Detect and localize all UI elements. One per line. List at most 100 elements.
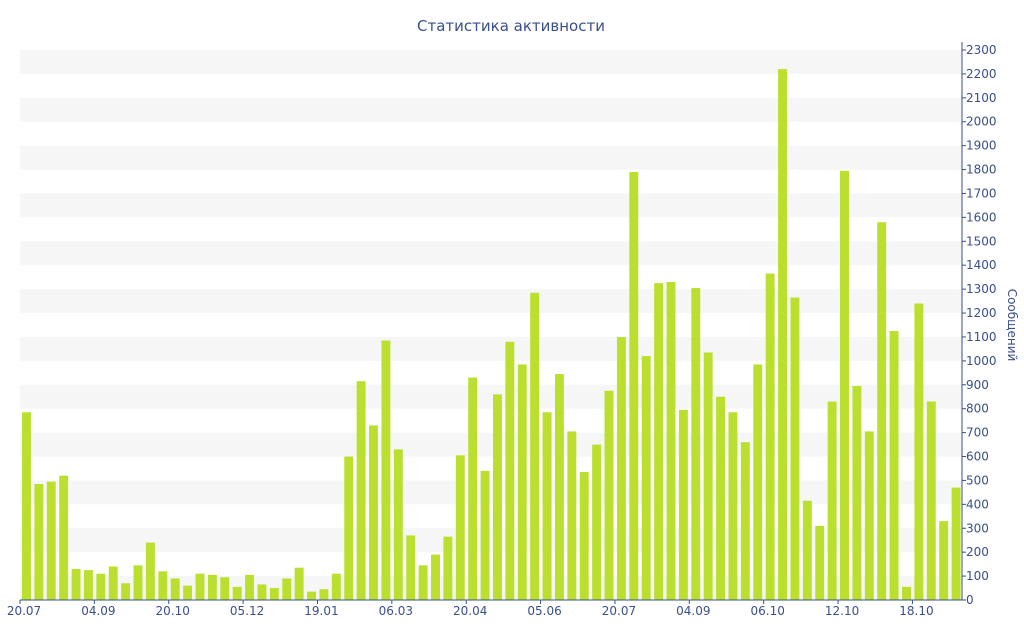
y-tick-label: 2100 (966, 91, 997, 105)
bar (232, 586, 242, 600)
bar (926, 401, 936, 600)
bar (269, 588, 279, 600)
bar (257, 584, 267, 600)
grid-bands (20, 50, 962, 600)
x-tick-label: 20.04 (453, 604, 487, 618)
x-tick-label: 06.10 (751, 604, 785, 618)
x-axis-ticks: 20.07 04.09 20.10 05.12 19.01 06.03 20.04 05.06… (7, 600, 934, 618)
x-tick-label: 05.06 (527, 604, 561, 618)
bar (629, 171, 639, 600)
bar (381, 340, 391, 600)
bar (121, 583, 131, 600)
bar (369, 425, 378, 600)
y-tick-label: 2300 (966, 43, 997, 57)
bar (59, 475, 69, 600)
y-tick-label: 1800 (966, 163, 997, 177)
y-tick-label: 1300 (966, 282, 997, 296)
bar (827, 401, 837, 600)
y-tick-label: 900 (966, 378, 989, 392)
bar (195, 573, 205, 600)
bar (282, 578, 292, 600)
bar (468, 377, 478, 600)
grid-band (20, 480, 962, 505)
bar (554, 374, 564, 600)
y-tick-label: 1700 (966, 186, 997, 200)
bar (914, 303, 924, 600)
bar (319, 589, 329, 600)
bar (840, 170, 849, 600)
bar (158, 571, 168, 600)
bar (83, 570, 93, 600)
bar (493, 394, 502, 600)
bar (716, 396, 726, 600)
y-tick-label: 1900 (966, 139, 997, 153)
y-tick-label: 500 (966, 473, 989, 487)
bar (22, 412, 31, 600)
bar (815, 525, 825, 600)
bar (356, 381, 366, 600)
bars (22, 69, 961, 601)
x-tick-label: 20.10 (156, 604, 190, 618)
bar (443, 536, 453, 600)
bar (294, 567, 304, 600)
bar (616, 336, 626, 600)
y-tick-label: 0 (966, 593, 974, 607)
bar (666, 281, 676, 600)
bar (542, 412, 552, 600)
grid-band (20, 432, 962, 457)
grid-band (20, 528, 962, 553)
chart-title: Статистика активности (417, 17, 605, 35)
x-tick-label: 05.12 (230, 604, 264, 618)
bar (654, 283, 664, 600)
y-tick-label: 400 (966, 497, 989, 511)
y-tick-label: 1400 (966, 258, 997, 272)
bar (170, 578, 180, 600)
bar (939, 521, 949, 600)
bar (393, 449, 403, 600)
bar (34, 484, 44, 600)
x-tick-label: 12.10 (825, 604, 859, 618)
bar (740, 442, 750, 600)
bar (951, 487, 961, 600)
bar (331, 573, 341, 600)
bar (889, 330, 899, 600)
bar (703, 352, 713, 600)
bar (765, 273, 775, 600)
x-tick-label: 18.10 (899, 604, 933, 618)
bar (902, 586, 911, 600)
bar (46, 481, 56, 600)
y-axis-ticks: 0 100 200 300 400 500 600 700 800 900 1000 1100 1200… (962, 43, 997, 607)
bar (96, 573, 106, 600)
y-tick-label: 200 (966, 545, 989, 559)
bar (592, 444, 602, 600)
bar (877, 222, 887, 601)
bar (431, 554, 440, 600)
y-tick-label: 100 (966, 569, 989, 583)
y-tick-label: 1100 (966, 330, 997, 344)
bar (530, 292, 540, 600)
y-tick-label: 700 (966, 426, 989, 440)
x-tick-label: 20.07 (7, 604, 41, 618)
bar (220, 577, 230, 600)
grid-band (20, 50, 962, 74)
bar (778, 69, 787, 600)
bar (864, 431, 874, 600)
y-tick-label: 1600 (966, 210, 997, 224)
x-tick-label: 04.09 (676, 604, 710, 618)
x-tick-label: 06.03 (379, 604, 413, 618)
bar (245, 574, 255, 600)
bar (71, 568, 81, 600)
y-tick-label: 1200 (966, 306, 997, 320)
y-tick-label: 300 (966, 521, 989, 535)
bar (567, 431, 577, 600)
y-tick-label: 2200 (966, 67, 997, 81)
bar (505, 341, 515, 600)
bar (406, 535, 416, 600)
y-tick-label: 1500 (966, 234, 997, 248)
bar (145, 542, 155, 600)
bar (802, 500, 812, 600)
grid-band (20, 576, 962, 600)
bar (641, 356, 651, 600)
bar (728, 412, 738, 600)
